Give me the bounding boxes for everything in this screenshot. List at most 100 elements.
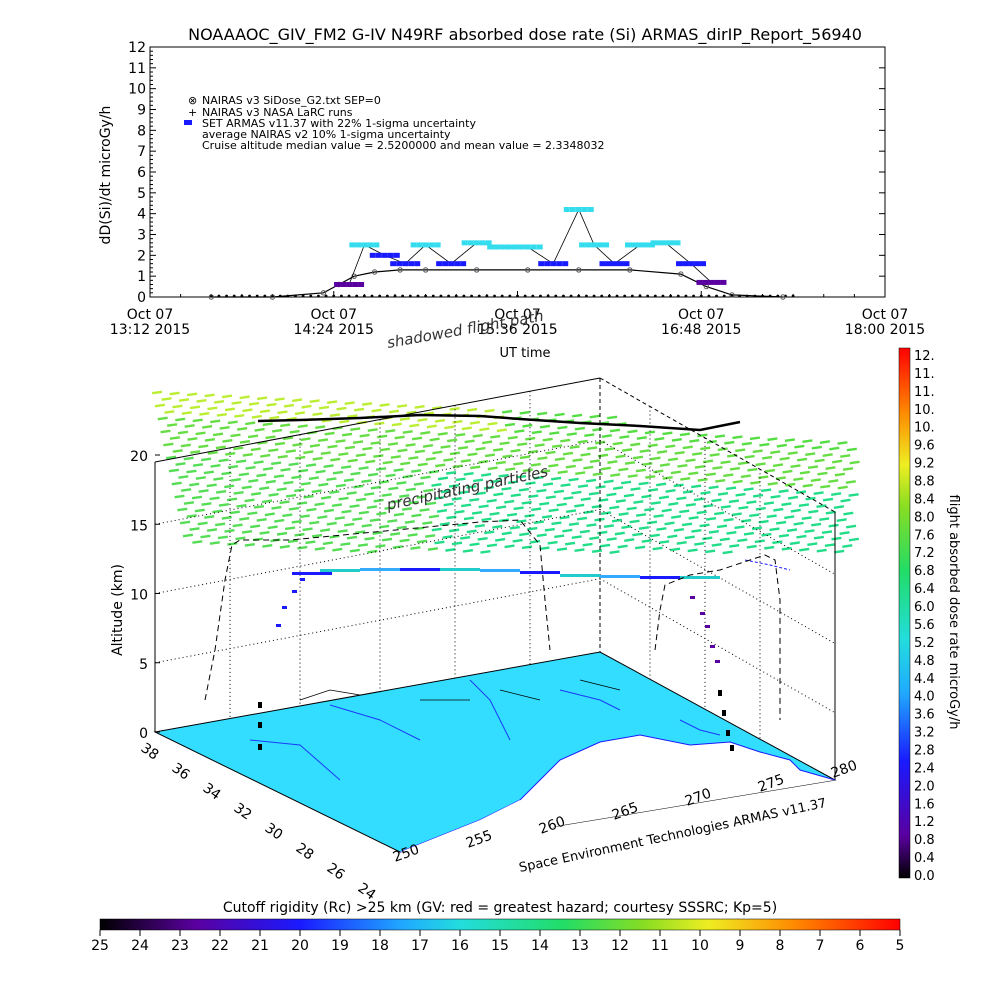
particle-dash: [673, 528, 685, 532]
particle-dash: [778, 533, 790, 538]
particle-dash: [527, 526, 538, 531]
nairas-baseline-point: [523, 294, 527, 298]
particle-dash: [288, 506, 300, 511]
nairas-baseline-point: [676, 294, 680, 298]
dose-rate-tick-label: 7.6: [914, 528, 935, 543]
dose-rate-colorbar: [898, 347, 911, 879]
particle-dash: [233, 490, 244, 495]
particle-dash: [469, 497, 480, 502]
particle-dash: [175, 462, 186, 466]
particle-dash: [685, 503, 696, 507]
rigidity-tick-label: 22: [211, 938, 229, 954]
particle-dash: [326, 477, 337, 482]
particle-dash: [724, 440, 735, 445]
particle-dash: [813, 535, 825, 540]
particle-dash: [810, 478, 821, 482]
particle-dash: [189, 527, 200, 531]
nairas-point: [269, 294, 276, 300]
particle-dash: [782, 469, 793, 474]
particle-dash: [306, 507, 317, 512]
particle-dash: [482, 440, 493, 445]
nairas-baseline-point: [385, 294, 389, 298]
state-borders: [299, 679, 621, 701]
nairas-baseline-point: [707, 294, 711, 298]
particle-dash: [641, 494, 652, 499]
ground-point: [726, 730, 730, 736]
particle-dash: [385, 473, 396, 478]
particle-dash: [206, 483, 217, 488]
particle-dash: [528, 494, 539, 499]
particle-dash: [689, 438, 700, 443]
particle-dash: [427, 547, 439, 551]
particle-dash: [387, 519, 398, 523]
particle-dash: [679, 509, 690, 514]
particle-dash: [696, 510, 707, 515]
particle-dash: [189, 405, 201, 410]
particle-dash: [327, 400, 338, 405]
particle-dash: [790, 464, 801, 469]
dose-rate-tick-label: 9.6: [914, 439, 935, 454]
particle-dash: [320, 451, 331, 456]
particle-dash: [189, 482, 200, 487]
particle-dash: [288, 462, 299, 467]
dose-rate-tick-label: 11.: [914, 385, 935, 400]
particle-dash: [848, 493, 859, 497]
particle-dash: [600, 543, 611, 548]
gulf-shoreline: [400, 800, 570, 852]
particle-dash: [822, 497, 834, 502]
particle-dash: [496, 428, 507, 433]
particle-dash: [337, 529, 348, 534]
particle-dash: [183, 501, 195, 505]
particle-dash: [341, 465, 352, 470]
particle-dash: [685, 458, 696, 463]
particle-dash: [489, 511, 500, 516]
particle-dash: [409, 423, 420, 428]
armas-point: [473, 240, 480, 246]
particle-dash: [431, 527, 442, 532]
particle-dash: [799, 470, 811, 475]
particle-dash: [219, 425, 230, 430]
particle-dash: [367, 428, 378, 432]
particle-dash: [434, 496, 445, 500]
particle-dash: [634, 545, 646, 550]
particle-dash: [422, 444, 434, 448]
particle-dash: [291, 475, 302, 480]
particle-dash: [217, 535, 229, 540]
particle-dash: [235, 536, 246, 541]
particle-dash: [204, 438, 216, 442]
particle-dash: [682, 445, 693, 450]
particle-dash: [513, 506, 524, 511]
particle-dash: [399, 494, 410, 498]
legend-marker-plus-icon: +: [188, 106, 197, 119]
particle-dash: [772, 540, 783, 545]
particle-dash: [589, 536, 600, 541]
particle-dash: [530, 539, 541, 544]
particle-dash: [364, 536, 375, 541]
z-axis-label: Altitude (km): [110, 564, 126, 656]
armas-point: [485, 240, 492, 246]
particle-dash: [579, 529, 590, 534]
particle-dash: [262, 422, 273, 427]
particle-dash: [735, 492, 746, 497]
particle-dash: [697, 433, 708, 438]
chart-title: NOAAAOC_GIV_FM2 G-IV N49RF absorbed dose…: [188, 25, 862, 45]
nairas-baseline-point: [722, 294, 726, 298]
particle-dash: [669, 547, 681, 552]
particle-dash: [283, 480, 294, 485]
particle-dash: [770, 494, 781, 499]
particle-dash: [661, 508, 672, 513]
nairas-baseline-point: [477, 294, 481, 298]
particle-dash: [495, 460, 506, 465]
particle-dash: [708, 485, 719, 490]
particle-dash: [194, 508, 205, 513]
particle-dash: [635, 513, 647, 517]
rigidity-tick-label: 18: [371, 938, 389, 954]
particle-dash: [244, 542, 255, 547]
particle-dash: [330, 457, 341, 462]
ascent-point: [282, 606, 287, 609]
particle-dash: [439, 522, 450, 526]
particle-dash: [693, 497, 705, 502]
ascent-point: [300, 578, 305, 581]
nairas-point: [576, 267, 582, 273]
particle-dash: [306, 463, 317, 468]
